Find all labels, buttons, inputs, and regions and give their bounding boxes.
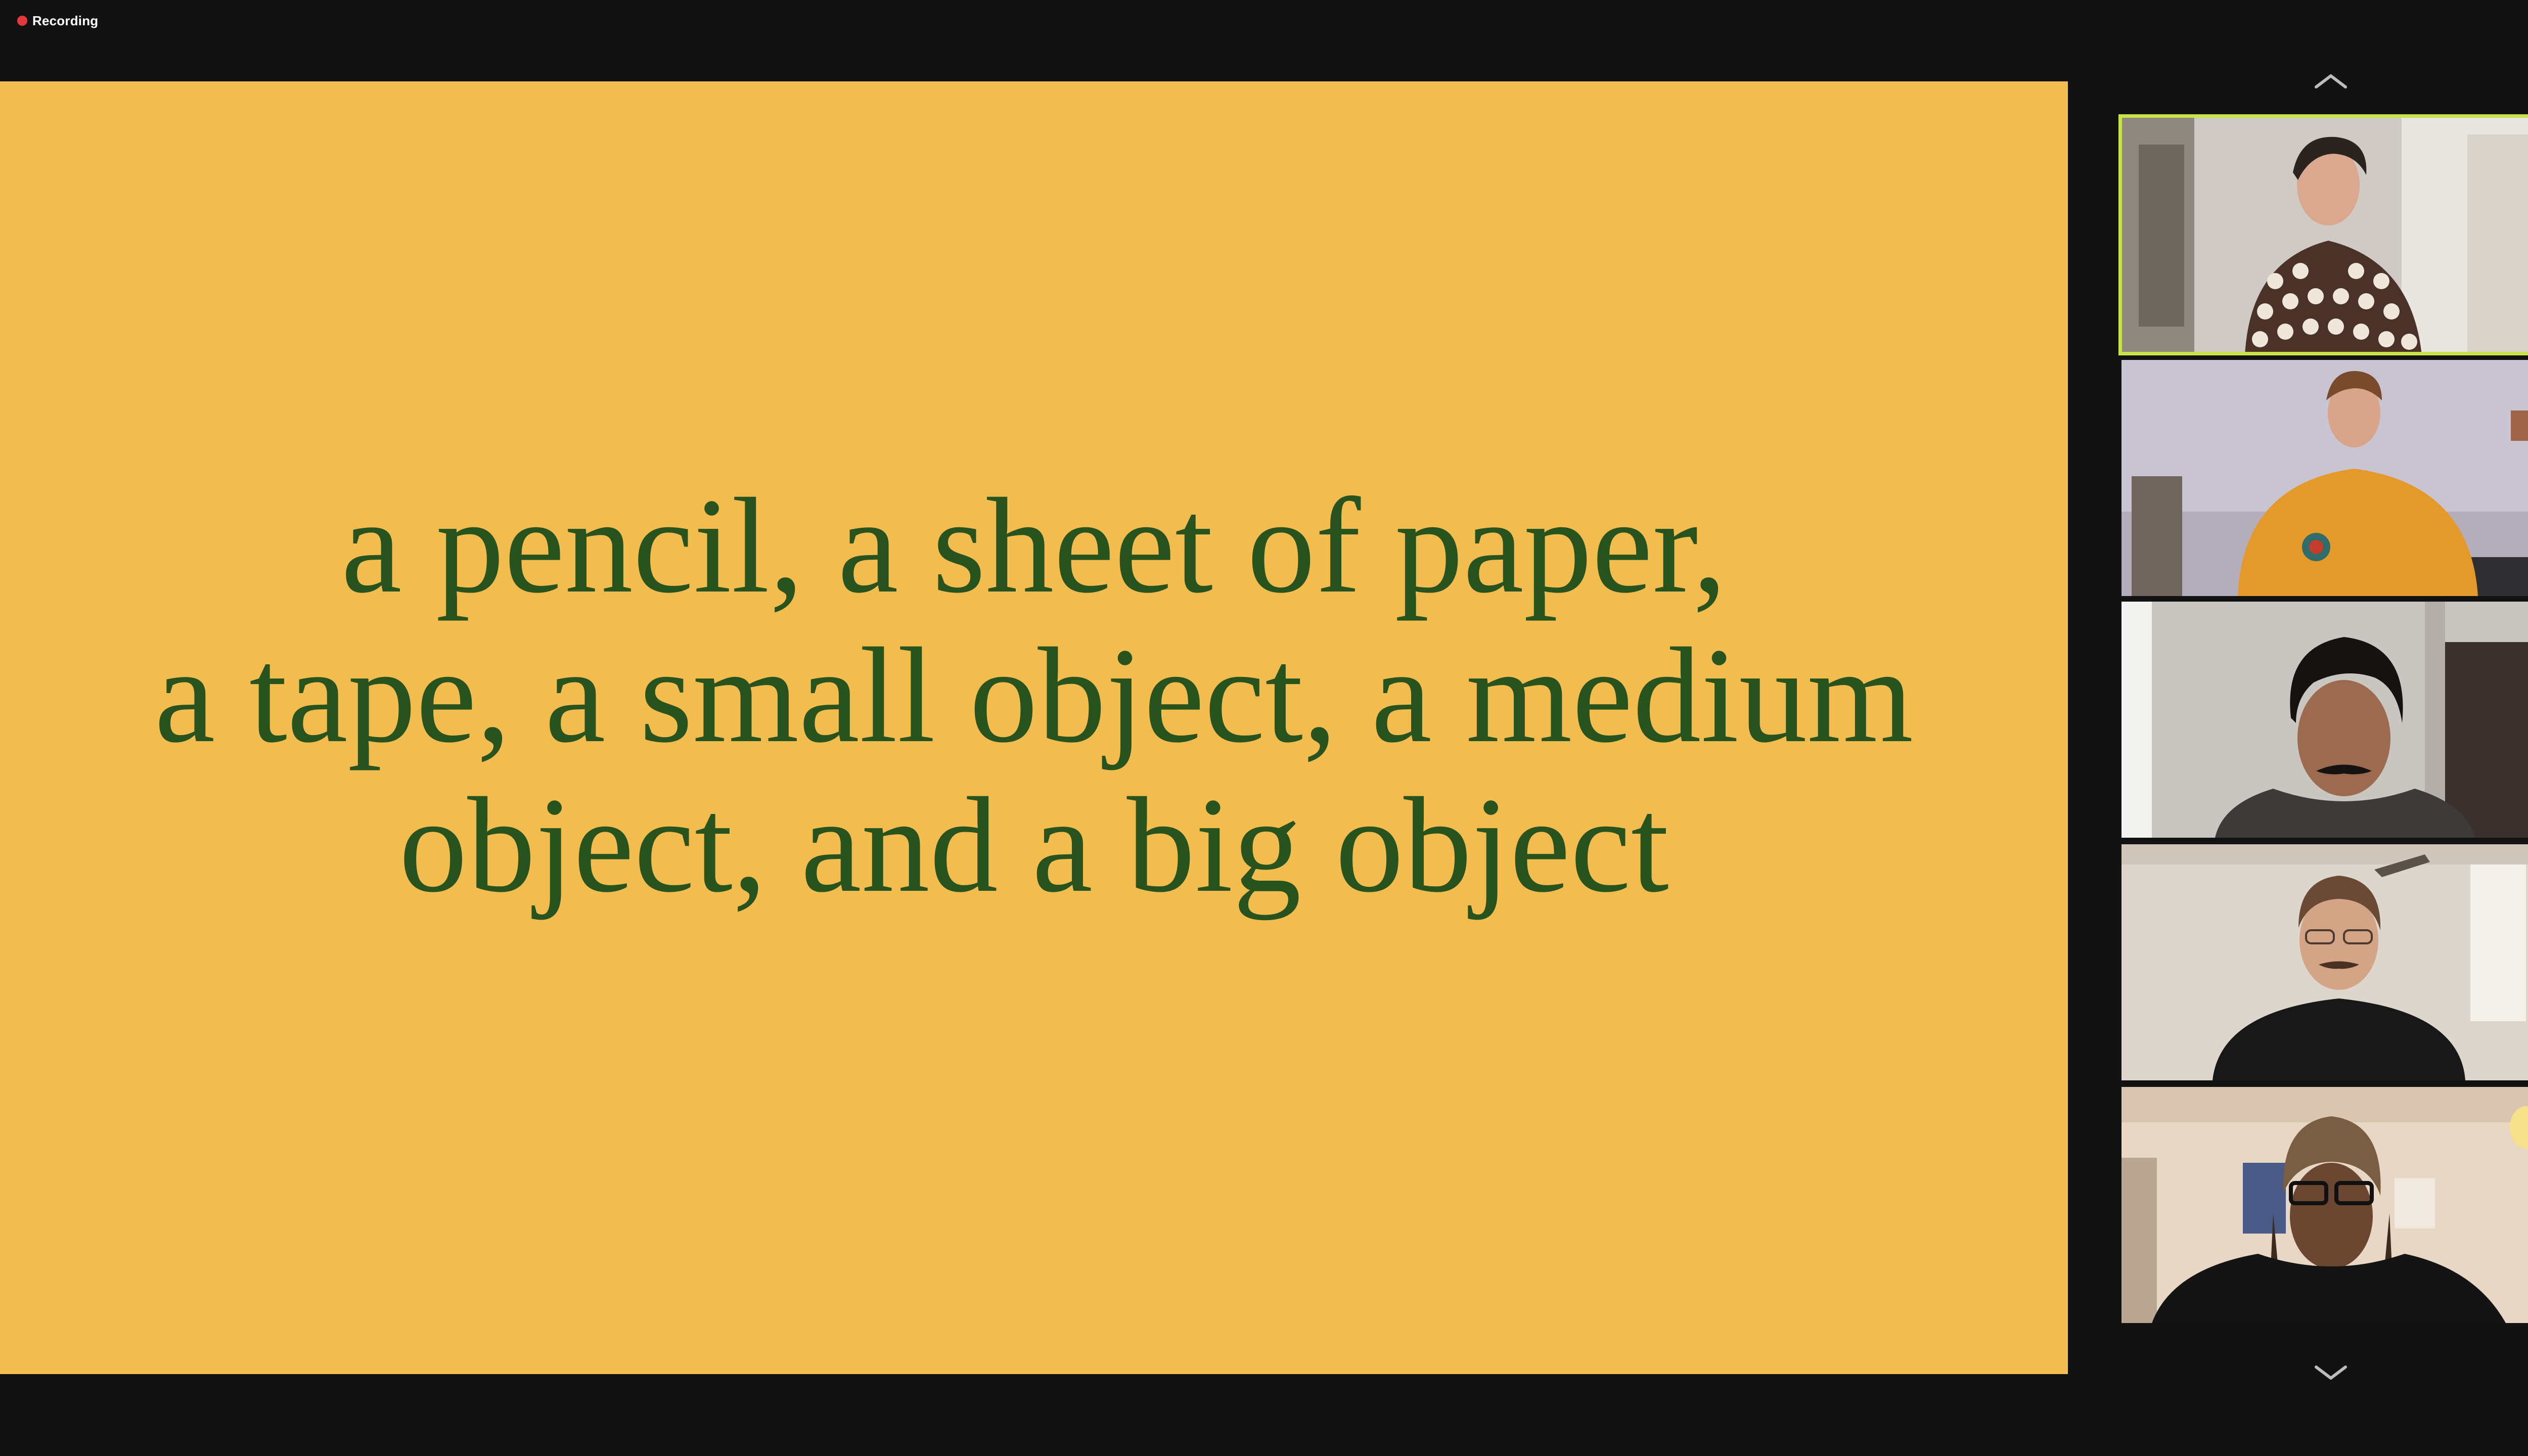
recording-dot-icon xyxy=(17,16,27,26)
slide-text-line: a pencil, a sheet of paper, xyxy=(341,470,1727,621)
slide-text-line: object, and a big object xyxy=(399,769,1669,921)
participant-video-tile[interactable] xyxy=(2121,360,2528,596)
recording-label: Recording xyxy=(32,13,99,28)
participant-video-tile[interactable] xyxy=(2121,602,2528,838)
participant-video xyxy=(2121,844,2528,1080)
chevron-up-icon xyxy=(2315,74,2347,88)
participant-video-tile[interactable] xyxy=(2121,844,2528,1080)
gallery-scroll-down-button[interactable] xyxy=(2313,1363,2349,1383)
participant-video xyxy=(2121,1087,2528,1323)
participant-video xyxy=(2121,602,2528,838)
participant-video-tile[interactable] xyxy=(2121,1087,2528,1323)
slide-text-line: a tape, a small object, a medium xyxy=(154,619,1914,771)
recording-indicator[interactable]: Recording xyxy=(17,13,98,28)
participant-video xyxy=(2118,114,2528,355)
participant-video xyxy=(2121,360,2528,596)
gallery-scroll-up-button[interactable] xyxy=(2313,71,2349,91)
slide-text-block: a pencil, a sheet of paper, a tape, a sm… xyxy=(155,471,1914,920)
chevron-down-icon xyxy=(2315,1366,2347,1380)
participant-video-tile[interactable] xyxy=(2118,114,2528,355)
shared-screen-slide: a pencil, a sheet of paper, a tape, a sm… xyxy=(0,81,2068,1374)
